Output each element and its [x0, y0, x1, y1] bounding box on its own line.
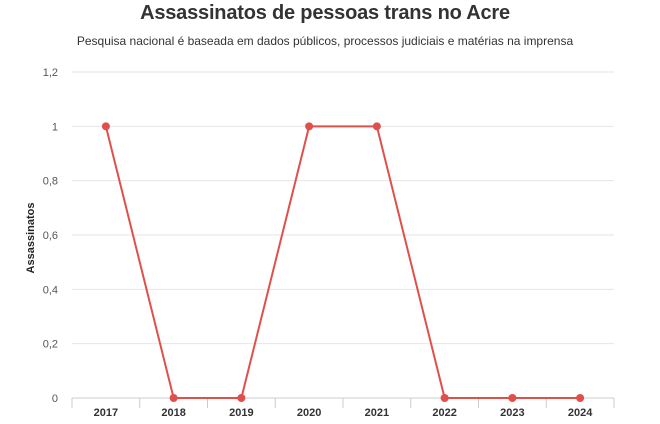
y-tick-label: 0,2	[43, 339, 58, 351]
x-axis	[71, 397, 615, 408]
data-point[interactable]	[372, 122, 381, 131]
x-axis-ticks: 2017 2018 2019 2020 2021 2022 2023 2024	[94, 407, 594, 419]
y-tick-label: 0,4	[43, 284, 58, 296]
y-tick-label: 0,8	[43, 176, 58, 188]
x-tick-label: 2019	[229, 407, 253, 419]
chart-subtitle: Pesquisa nacional é baseada em dados púb…	[76, 34, 574, 48]
y-tick-label: 1,2	[43, 67, 58, 79]
y-tick-label: 0,6	[43, 230, 58, 242]
data-point[interactable]	[169, 394, 178, 402]
gridlines	[72, 71, 614, 345]
x-tick-label: 2017	[94, 407, 118, 419]
x-tick-label: 2018	[161, 407, 185, 419]
y-tick-label: 0	[52, 393, 58, 405]
data-point[interactable]	[237, 394, 246, 402]
x-tick-label: 2020	[297, 407, 321, 419]
data-point[interactable]	[101, 122, 110, 131]
data-point[interactable]	[305, 122, 314, 131]
data-point[interactable]	[508, 394, 517, 402]
data-point[interactable]	[576, 394, 585, 402]
x-tick-label: 2022	[432, 407, 456, 419]
series-layer	[101, 122, 585, 402]
y-axis-label: Assassinatos	[25, 203, 37, 274]
chart-title: Assassinatos de pessoas trans no Acre	[140, 2, 510, 24]
data-point[interactable]	[440, 394, 449, 402]
series-line	[104, 125, 581, 399]
y-axis-ticks: 0 0,2 0,4 0,6 0,8 1 1,2	[43, 67, 58, 405]
x-tick-label: 2024	[568, 407, 593, 419]
y-tick-label: 1	[52, 121, 58, 133]
x-tick-label: 2021	[365, 407, 389, 419]
x-tick-label: 2023	[500, 407, 524, 419]
